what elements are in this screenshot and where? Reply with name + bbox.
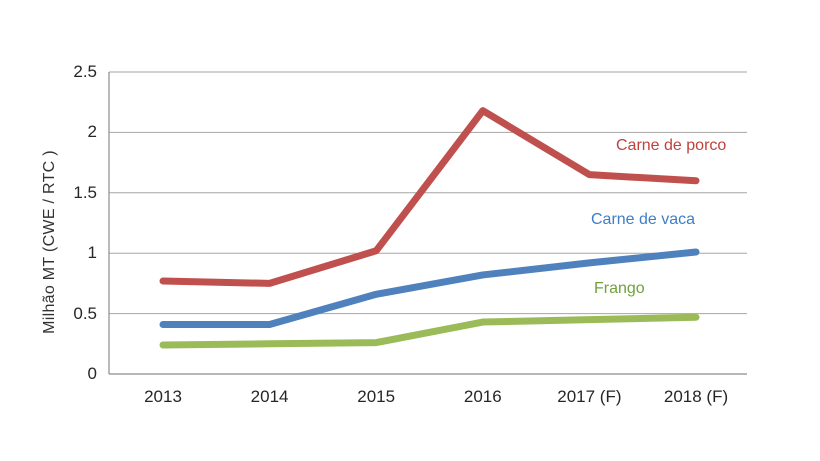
series-label-frango: Frango: [594, 280, 645, 297]
y-tick-label: 2: [87, 122, 97, 142]
y-tick-label: 0.5: [73, 303, 97, 323]
y-tick-label: 2.5: [73, 62, 97, 81]
series-label-carne-de-porco: Carne de porco: [616, 137, 727, 154]
series-line-1: [159, 248, 700, 328]
series-line-2: [159, 313, 700, 349]
series-label-carne-de-vaca: Carne de vaca: [591, 211, 696, 228]
y-tick-label: 1.5: [73, 182, 97, 202]
series-line-0: [159, 107, 700, 287]
x-tick-label: 2017 (F): [557, 387, 622, 406]
x-tick-label: 2013: [144, 387, 182, 406]
y-tick-label: 0: [87, 364, 97, 383]
x-tick-label: 2015: [357, 387, 396, 406]
x-tick-label: 2018 (F): [663, 387, 729, 406]
y-tick-label: 1: [87, 243, 97, 263]
x-tick-label: 2014: [250, 387, 289, 406]
x-tick-label: 2016: [463, 387, 502, 406]
